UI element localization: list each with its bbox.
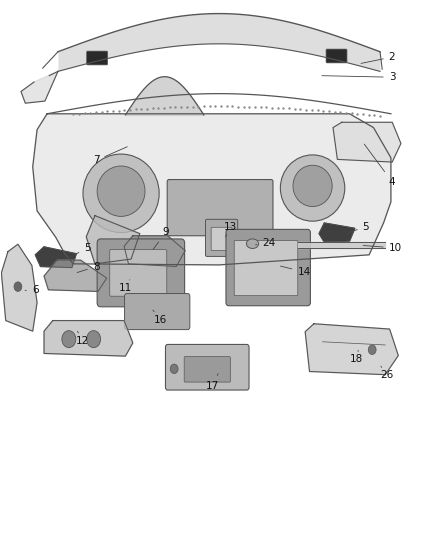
FancyBboxPatch shape (167, 180, 273, 236)
Text: 24: 24 (255, 238, 276, 248)
Ellipse shape (293, 165, 332, 207)
Text: 6: 6 (25, 285, 39, 295)
Text: 12: 12 (75, 331, 88, 346)
Text: 11: 11 (119, 280, 132, 293)
Polygon shape (44, 260, 107, 292)
FancyBboxPatch shape (124, 294, 190, 329)
Polygon shape (21, 71, 58, 103)
Ellipse shape (97, 166, 145, 216)
Polygon shape (44, 320, 133, 356)
Text: 14: 14 (280, 266, 311, 277)
Text: 2: 2 (361, 52, 396, 63)
Text: 3: 3 (322, 72, 396, 82)
FancyBboxPatch shape (87, 51, 108, 65)
FancyBboxPatch shape (166, 344, 249, 390)
Ellipse shape (83, 154, 159, 232)
Circle shape (170, 364, 178, 374)
Ellipse shape (280, 155, 345, 221)
Ellipse shape (247, 239, 258, 248)
Polygon shape (1, 244, 37, 331)
Polygon shape (124, 236, 185, 266)
Text: 18: 18 (350, 350, 363, 364)
Text: 17: 17 (206, 374, 219, 391)
Circle shape (368, 345, 376, 354)
Text: 7: 7 (93, 147, 127, 165)
Text: 26: 26 (380, 366, 393, 380)
Text: 4: 4 (364, 144, 396, 187)
Text: 5: 5 (348, 222, 369, 233)
Text: 13: 13 (223, 222, 237, 237)
Polygon shape (333, 122, 401, 162)
FancyBboxPatch shape (205, 219, 238, 256)
Circle shape (62, 330, 76, 348)
Polygon shape (35, 247, 76, 268)
Polygon shape (86, 216, 140, 264)
FancyBboxPatch shape (234, 240, 298, 296)
FancyBboxPatch shape (326, 49, 347, 63)
Text: 5: 5 (67, 243, 91, 259)
Text: 10: 10 (363, 243, 402, 253)
Circle shape (14, 282, 22, 292)
Text: 16: 16 (153, 310, 167, 325)
Polygon shape (305, 324, 398, 375)
Circle shape (87, 330, 101, 348)
FancyBboxPatch shape (211, 227, 232, 251)
Text: 9: 9 (153, 227, 169, 249)
FancyBboxPatch shape (110, 249, 167, 296)
Polygon shape (33, 114, 391, 265)
Polygon shape (319, 223, 355, 242)
FancyBboxPatch shape (184, 357, 230, 382)
FancyBboxPatch shape (226, 229, 311, 306)
Text: 8: 8 (77, 262, 99, 272)
FancyBboxPatch shape (97, 239, 185, 307)
